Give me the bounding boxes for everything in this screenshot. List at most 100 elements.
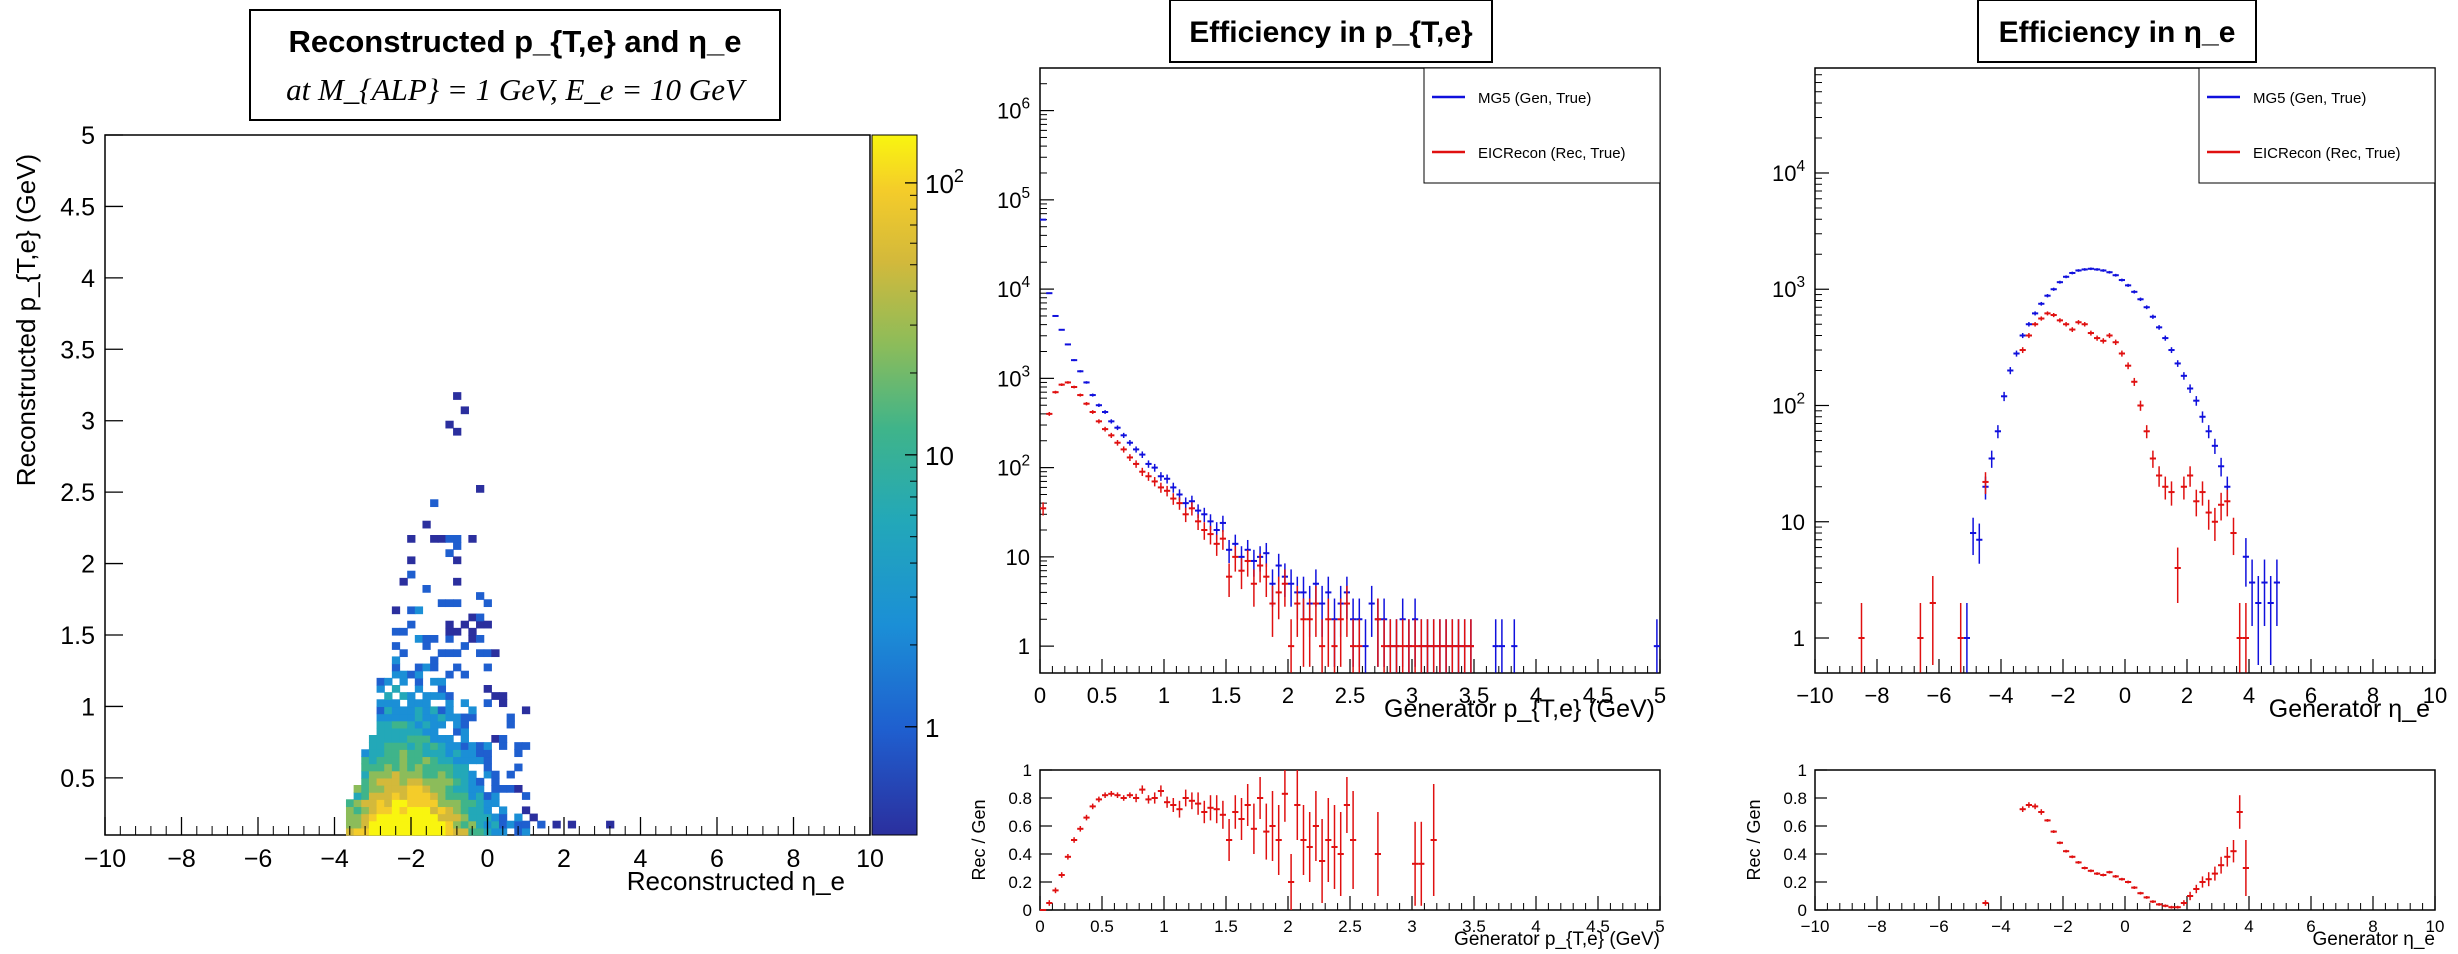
heatmap-y-tick-label: 3.5 <box>60 336 95 364</box>
heatmap-cell <box>445 763 454 772</box>
x-tick-label: 4 <box>1530 683 1542 708</box>
heatmap-cell <box>422 770 431 779</box>
heatmap-y-tick-label: 3 <box>81 408 95 436</box>
heatmap-cell <box>491 827 500 836</box>
heatmap-cell <box>430 799 439 808</box>
heatmap-cell <box>491 735 500 743</box>
heatmap-cell <box>437 756 447 765</box>
x-tick-label: 2.5 <box>1338 917 1362 936</box>
eta-title: Efficiency in η_e <box>1999 16 2236 49</box>
heatmap-cell <box>407 777 416 786</box>
heatmap-cell <box>606 820 615 829</box>
heatmap-cell <box>476 820 485 829</box>
heatmap-cell <box>437 749 447 758</box>
heatmap-cell <box>384 770 393 779</box>
heatmap-cell <box>361 763 370 772</box>
y-tick-label: 104 <box>1772 158 1805 186</box>
heatmap-cell <box>384 699 393 708</box>
heatmap-cell <box>453 542 462 550</box>
heatmap-cell <box>345 820 355 829</box>
heatmap-cell <box>376 706 385 715</box>
heatmap-x-tick-label: 2 <box>557 845 571 873</box>
heatmap-cell <box>437 770 447 779</box>
heatmap-cell <box>468 777 477 786</box>
heatmap-cell <box>399 813 408 822</box>
heatmap-cell <box>361 756 370 765</box>
heatmap-cell <box>445 735 454 743</box>
heatmap-cell <box>391 763 401 772</box>
heatmap-cell <box>407 806 416 815</box>
heatmap-cell <box>414 706 424 715</box>
heatmap-cell <box>430 806 439 815</box>
heatmap-cell <box>391 742 401 750</box>
heatmap-cell <box>353 813 362 822</box>
heatmap-cell <box>399 649 408 658</box>
heatmap-cell <box>430 820 439 829</box>
heatmap-cell <box>460 806 469 815</box>
x-tick-label: 0 <box>2119 683 2131 708</box>
heatmap-cell <box>368 777 378 786</box>
heatmap-cell <box>514 749 523 758</box>
heatmap-cell <box>345 806 355 815</box>
heatmap-cell <box>391 663 401 672</box>
y-tick-label: 102 <box>1772 390 1805 418</box>
heatmap-cell <box>498 806 508 815</box>
heatmap-cell <box>453 770 462 779</box>
heatmap-cell <box>460 713 469 722</box>
heatmap-cell <box>414 635 424 643</box>
heatmap-cell <box>422 749 431 758</box>
heatmap-cell <box>430 777 439 786</box>
colorbar-tick-label: 102 <box>925 166 964 199</box>
heatmap-cell <box>521 742 531 750</box>
heatmap-cell <box>460 763 469 772</box>
heatmap-cell <box>391 606 401 615</box>
heatmap-cell <box>453 785 462 793</box>
heatmap-cell <box>384 785 393 793</box>
heatmap-cell <box>491 799 500 808</box>
heatmap-cell <box>353 799 362 808</box>
heatmap-cell <box>384 706 393 715</box>
heatmap-cell <box>537 820 546 829</box>
heatmap-cell <box>399 799 408 808</box>
heatmap-cell <box>483 663 492 672</box>
heatmap-cell <box>391 720 401 729</box>
heatmap-cell <box>460 820 469 829</box>
heatmap-cell <box>384 763 393 772</box>
heatmap-cell <box>368 827 378 836</box>
heatmap-cell <box>453 720 462 729</box>
y-tick-label: 0.6 <box>1783 817 1807 836</box>
heatmap-cell <box>460 756 469 765</box>
x-tick-label: 0.5 <box>1090 917 1114 936</box>
heatmap-cell <box>353 820 362 829</box>
heatmap-cell <box>376 770 385 779</box>
heatmap-cell <box>414 827 424 836</box>
heatmap-cell <box>391 749 401 758</box>
heatmap-cell <box>376 742 385 750</box>
heatmap-cell <box>445 535 454 543</box>
heatmap-cell <box>430 706 439 715</box>
heatmap-cell <box>414 785 424 793</box>
heatmap-cell <box>445 827 454 836</box>
heatmap-cell <box>437 692 447 700</box>
heatmap-cell <box>384 799 393 808</box>
x-tick-label: 0 <box>2120 917 2129 936</box>
heatmap-cell <box>345 799 355 808</box>
heatmap-cell <box>391 813 401 822</box>
heatmap-cell <box>468 706 477 715</box>
heatmap-cell <box>414 677 424 686</box>
heatmap-cell <box>399 763 408 772</box>
heatmap-cell <box>407 620 416 629</box>
x-tick-label: 4.5 <box>1586 917 1610 936</box>
x-tick-label: 2 <box>2181 683 2193 708</box>
heatmap-y-tick-label: 0.5 <box>60 765 95 793</box>
heatmap-x-tick-label: −10 <box>84 845 126 873</box>
heatmap-cell <box>353 806 362 815</box>
heatmap-cell <box>491 649 500 658</box>
heatmap-cell <box>376 749 385 758</box>
heatmap-cell <box>407 785 416 793</box>
heatmap-cell <box>506 785 515 793</box>
heatmap-cell <box>460 785 469 793</box>
heatmap-cell <box>414 792 424 800</box>
heatmap-cell <box>391 820 401 829</box>
heatmap-cell <box>422 756 431 765</box>
